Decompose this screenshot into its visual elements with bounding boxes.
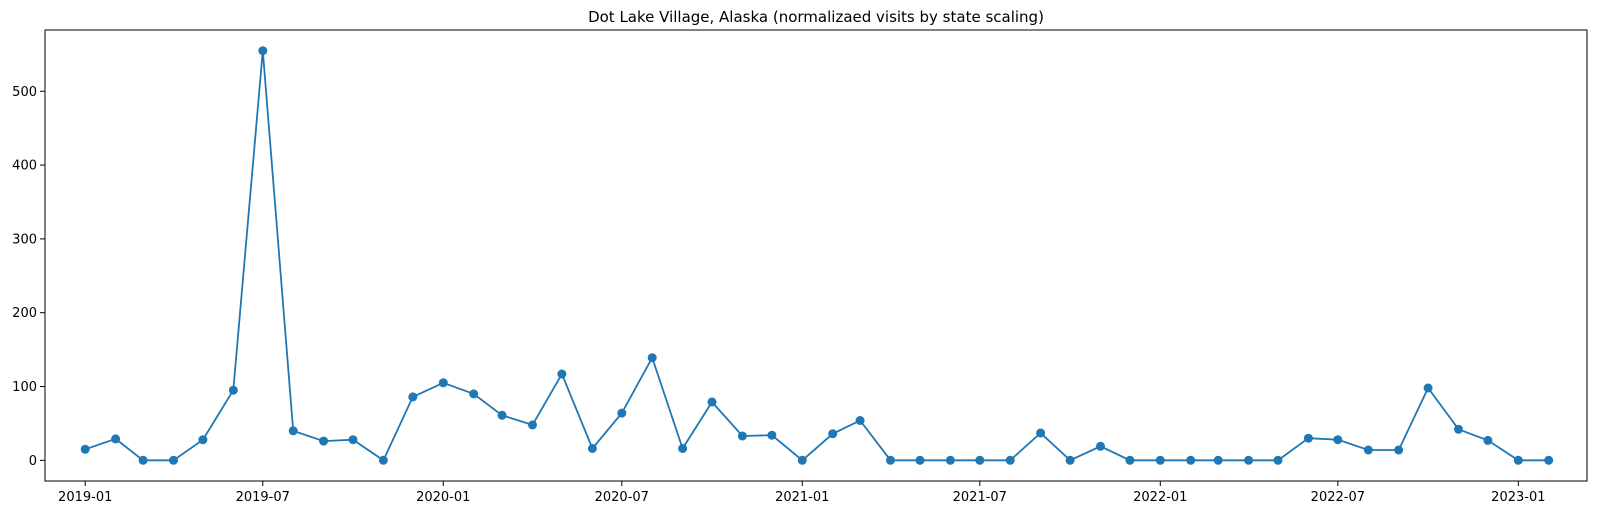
data-point	[1005, 455, 1015, 465]
y-tick-label: 0	[29, 454, 37, 469]
data-point	[1125, 455, 1135, 465]
data-point	[1096, 441, 1105, 451]
plot-frame	[44, 29, 1588, 482]
x-tick-label: 2022-07	[1311, 490, 1365, 505]
x-tick-label: 2022-01	[1133, 490, 1187, 505]
x-tick-label: 2019-01	[58, 490, 112, 505]
data-point	[945, 455, 955, 465]
data-point	[737, 431, 747, 441]
y-tick-label: 300	[12, 232, 37, 247]
data-point	[797, 455, 807, 465]
data-point	[408, 392, 418, 402]
data-point	[886, 455, 895, 465]
y-tick-label: 100	[12, 380, 37, 395]
data-point	[1244, 455, 1254, 465]
data-points	[80, 46, 1554, 465]
data-point	[1513, 455, 1523, 465]
data-point	[469, 389, 479, 399]
data-point	[1394, 445, 1404, 455]
x-tick-label: 2019-07	[236, 490, 290, 505]
data-point	[1363, 445, 1373, 455]
data-point	[557, 369, 567, 379]
data-point	[288, 426, 298, 436]
y-tick-label: 200	[12, 306, 37, 321]
data-point	[378, 455, 388, 465]
data-point	[915, 455, 925, 465]
data-point	[1544, 455, 1554, 465]
data-point	[617, 408, 627, 418]
y-tick-label: 500	[12, 85, 37, 100]
data-point	[348, 435, 358, 445]
x-tick-label: 2020-01	[416, 490, 470, 505]
data-point	[80, 444, 90, 454]
data-point	[707, 397, 717, 407]
data-point	[438, 378, 448, 388]
data-point	[855, 416, 865, 425]
data-point	[1333, 435, 1343, 445]
data-point	[258, 46, 268, 56]
data-point	[975, 455, 985, 465]
data-point	[1454, 424, 1463, 434]
data-point	[228, 385, 238, 395]
data-point	[1423, 383, 1433, 393]
data-point	[1155, 455, 1165, 465]
data-point	[528, 420, 537, 430]
x-tick-label: 2021-01	[775, 490, 829, 505]
y-axis: 0 100 200 300 400 500	[12, 85, 45, 469]
data-point	[111, 434, 121, 444]
data-point	[767, 430, 777, 440]
x-axis: 2019-01 2019-07 2020-01 2020-07 2021-01 2021-…	[58, 481, 1546, 505]
data-point	[647, 353, 657, 363]
x-tick-label: 2023-01	[1491, 490, 1545, 505]
data-point	[1213, 455, 1223, 465]
data-point	[319, 436, 329, 446]
data-point	[1303, 433, 1313, 443]
data-point	[678, 444, 688, 453]
data-point	[1186, 455, 1196, 465]
data-point	[169, 455, 178, 465]
data-point	[828, 429, 838, 439]
data-point	[1483, 435, 1493, 445]
data-point	[1273, 455, 1283, 465]
x-tick-label: 2020-07	[595, 490, 649, 505]
y-tick-label: 400	[12, 159, 37, 174]
data-point	[587, 444, 597, 453]
x-tick-label: 2021-07	[953, 490, 1007, 505]
series-line	[84, 50, 1549, 462]
data-point	[497, 410, 507, 420]
data-point	[1036, 428, 1046, 438]
data-point	[1065, 455, 1075, 465]
chart-title: Dot Lake Village, Alaska (normalizaed vi…	[588, 8, 1044, 26]
data-point	[138, 455, 148, 465]
data-point	[198, 435, 208, 445]
